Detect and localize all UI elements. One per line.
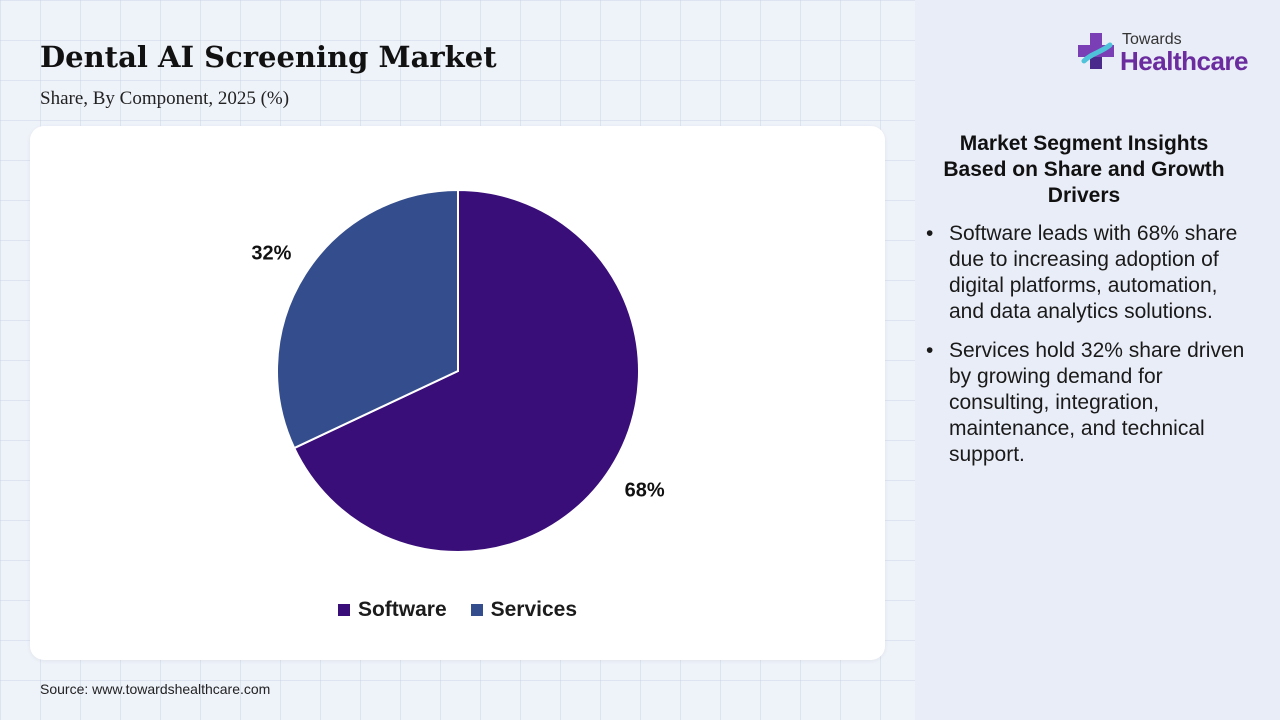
legend-label-software: Software [357, 598, 447, 621]
insight-bullet: Services hold 32% share driven by growin… [923, 338, 1258, 468]
source-note: Source: www.towardshealthcare.com [40, 681, 271, 697]
legend-label-services: Services [490, 598, 578, 621]
insight-bullet: Software leads with 68% share due to inc… [923, 221, 1258, 325]
chart-title: Dental AI Screening Market [40, 40, 497, 74]
legend-swatch-services [470, 604, 483, 616]
data-label-software: 68% [625, 479, 665, 501]
main-area: Dental AI Screening Market Share, By Com… [30, 40, 885, 697]
legend-item-services: Services [470, 598, 578, 622]
pie-chart: 68% 32% [251, 188, 665, 553]
brand-logo: Towards Healthcare [1076, 28, 1248, 78]
insights-panel: Towards Healthcare Market Segment Insigh… [915, 0, 1280, 720]
cross-icon [1078, 33, 1115, 69]
chart-card: 68% 32% Software Services [30, 126, 885, 660]
legend-swatch-software [337, 604, 350, 616]
insights-heading: Market Segment Insights Based on Share a… [943, 132, 1225, 207]
insights-list: Software leads with 68% share due to inc… [923, 221, 1258, 481]
pie-slice-software [292, 188, 640, 553]
logo-text-bottom: Healthcare [1120, 46, 1248, 76]
data-label-services: 32% [251, 243, 291, 265]
legend-item-software: Software [337, 598, 447, 622]
chart-subtitle: Share, By Component, 2025 (%) [40, 88, 290, 109]
logo-text-top: Towards [1122, 31, 1182, 48]
pie-slice-services [276, 188, 459, 450]
chart-legend: Software Services [30, 598, 885, 622]
